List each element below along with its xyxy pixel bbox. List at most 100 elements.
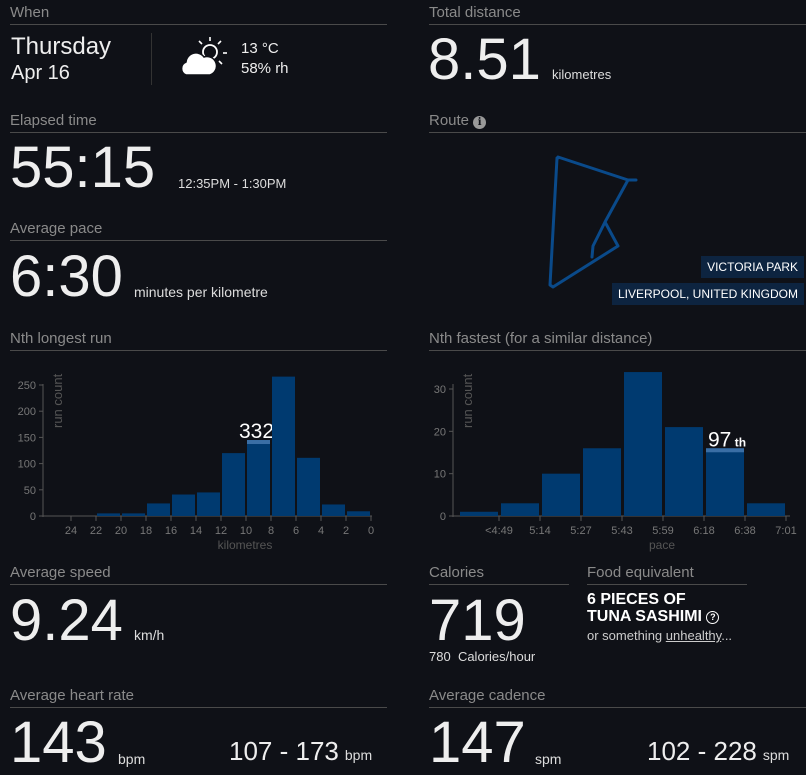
- heart-range-group: 107 - 173 bpm: [229, 737, 372, 770]
- y-tick-label: 200: [18, 406, 36, 418]
- route-header: Route i: [429, 113, 806, 133]
- elapsed-header: Elapsed time: [10, 113, 387, 133]
- pace-value: 6:30: [10, 244, 123, 309]
- speed-header: Average speed: [10, 565, 387, 585]
- date: Apr 16: [11, 62, 70, 84]
- help-icon[interactable]: ?: [706, 611, 720, 624]
- x-tick-label: 5:27: [570, 525, 591, 537]
- cadence-header: Average cadence: [429, 688, 806, 708]
- city-tag: LIVERPOOL, UNITED KINGDOM: [611, 283, 804, 305]
- heart-unit: bpm: [118, 751, 146, 767]
- cadence-range-unit: spm: [762, 747, 790, 763]
- x-tick-label: 6:38: [734, 525, 755, 537]
- y-tick-label: 150: [18, 432, 36, 444]
- distance-header: Total distance: [429, 5, 806, 25]
- calories-rate-value: 780: [429, 649, 451, 664]
- histogram-bar: [347, 511, 370, 516]
- elapsed-range: 12:35PM - 1:30PM: [178, 176, 287, 191]
- rank-annotation: 97 th: [708, 428, 746, 451]
- calories-value: 719: [429, 588, 526, 653]
- y-tick-label: 10: [434, 469, 446, 481]
- y-axis-label: run count: [460, 373, 475, 428]
- partly-cloudy-icon: [180, 37, 227, 76]
- route-map[interactable]: [540, 150, 640, 295]
- histogram-bar: [542, 473, 580, 516]
- food-alt-prefix: or something: [587, 628, 663, 643]
- fastest-run-chart: 0 10 20 30 <4:49 5:14 5:27 5:43 5:59 6:18 6:38 7:01…: [434, 372, 797, 552]
- fastest-header: Nth fastest (for a similar distance): [429, 331, 806, 351]
- histogram-bar: [147, 503, 170, 516]
- y-tick-label: 50: [24, 485, 36, 497]
- histogram-bar: [172, 494, 195, 516]
- heart-range-unit: bpm: [344, 747, 373, 763]
- food-alt: or something unhealthy...: [587, 628, 732, 643]
- unhealthy-link[interactable]: unhealthy: [665, 628, 722, 643]
- y-axis-label: run count: [50, 373, 65, 428]
- distance-unit: kilometres: [552, 67, 612, 82]
- pace-unit: minutes per kilometre: [134, 284, 268, 300]
- heart-range: 107 - 173: [229, 736, 339, 766]
- food-alt-suffix: ...: [721, 628, 733, 643]
- x-tick-label: 6: [293, 525, 299, 537]
- histogram-bar: [197, 492, 220, 516]
- x-tick-label: 8: [268, 525, 274, 537]
- histogram-bar: [97, 513, 120, 516]
- info-icon[interactable]: i: [473, 116, 487, 129]
- calories-rate: 780 Calories/hour: [429, 649, 535, 664]
- x-tick-label: 24: [65, 525, 77, 537]
- histogram-bar: [583, 448, 621, 516]
- x-tick-label: 12: [215, 525, 227, 537]
- y-tick-label: 20: [434, 426, 446, 438]
- x-axis-label: pace: [649, 538, 675, 552]
- temperature: 13 °C: [241, 40, 279, 57]
- x-tick-label: 5:43: [611, 525, 632, 537]
- histogram-bar: [272, 376, 295, 516]
- heart-header: Average heart rate: [10, 688, 387, 708]
- histogram-bar: [624, 372, 662, 516]
- y-tick-label: 100: [18, 459, 36, 471]
- x-tick-label: 10: [240, 525, 252, 537]
- cadence-unit: spm: [535, 751, 562, 767]
- histogram-bar: [706, 448, 744, 516]
- park-tag: VICTORIA PARK: [701, 256, 804, 278]
- histogram-bar: [122, 513, 145, 516]
- food-line2: TUNA SASHIMI ?: [587, 608, 720, 625]
- x-tick-label: 5:59: [652, 525, 673, 537]
- x-tick-label: 22: [90, 525, 102, 537]
- speed-value: 9.24: [10, 588, 123, 653]
- x-tick-label: 5:14: [529, 525, 550, 537]
- x-tick-label: 20: [115, 525, 127, 537]
- when-header: When: [10, 5, 387, 25]
- pace-header: Average pace: [10, 221, 387, 241]
- histogram-bar: [501, 503, 539, 516]
- x-tick-label: 7:01: [775, 525, 796, 537]
- food-line1: 6 PIECES OF: [587, 591, 686, 608]
- histogram-bar: [297, 457, 320, 516]
- speed-unit: km/h: [134, 627, 165, 643]
- y-tick-label: 0: [440, 511, 446, 523]
- histogram-bar: [747, 503, 785, 516]
- calories-rate-unit: Calories/hour: [457, 649, 536, 664]
- histogram-bar: [222, 453, 245, 516]
- x-tick-label: 0: [368, 525, 374, 537]
- rank-number: 97: [708, 428, 731, 451]
- x-tick-label: 6:18: [693, 525, 714, 537]
- histogram-bar: [665, 427, 703, 516]
- x-tick-label: 14: [190, 525, 202, 537]
- food-line2-text: TUNA SASHIMI: [587, 608, 702, 625]
- y-tick-label: 30: [434, 384, 446, 396]
- x-tick-label: 18: [140, 525, 152, 537]
- highlight-marker: [706, 448, 744, 453]
- histogram-bar: [460, 511, 498, 516]
- cadence-value: 147: [429, 710, 526, 775]
- x-tick-label: 16: [165, 525, 177, 537]
- y-tick-label: 250: [18, 380, 36, 392]
- heart-value: 143: [10, 710, 107, 775]
- x-tick-label: 2: [343, 525, 349, 537]
- distance-value: 8.51: [428, 27, 541, 92]
- day: Thursday: [11, 33, 112, 60]
- histogram-bar: [247, 440, 270, 516]
- cadence-range: 102 - 228: [647, 736, 757, 766]
- longest-header: Nth longest run: [10, 331, 387, 351]
